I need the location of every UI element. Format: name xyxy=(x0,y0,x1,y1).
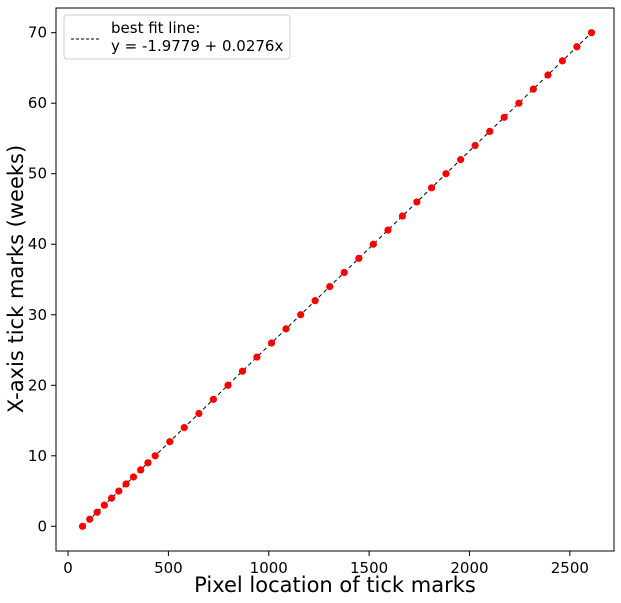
data-point xyxy=(267,339,276,347)
y-axis-ticks: 0 10 20 30 40 50 60 70 xyxy=(28,24,56,535)
x-tick-label: 2000 xyxy=(450,559,488,577)
y-tick-label: 10 xyxy=(28,447,47,465)
legend: best fit line: y = -1.9779 + 0.0276x xyxy=(63,14,291,60)
data-point xyxy=(544,71,552,79)
data-point xyxy=(297,311,305,319)
data-point xyxy=(398,212,407,220)
data-point xyxy=(471,141,479,150)
data-point xyxy=(107,494,116,502)
data-point xyxy=(457,156,465,164)
x-axis-label: Pixel location of tick marks xyxy=(194,573,476,597)
data-point xyxy=(573,43,581,51)
x-tick-label: 1000 xyxy=(250,559,288,577)
y-tick-label: 0 xyxy=(37,517,47,535)
data-point xyxy=(209,395,217,403)
data-point xyxy=(384,226,392,234)
data-point xyxy=(224,381,232,389)
x-tick-label: 500 xyxy=(154,559,183,577)
data-point xyxy=(282,325,290,333)
data-point xyxy=(166,438,174,446)
data-point xyxy=(144,459,152,467)
data-point xyxy=(195,409,203,418)
x-axis-ticks: 0 500 1000 1500 2000 2500 xyxy=(63,551,589,577)
data-point xyxy=(122,480,130,488)
data-point xyxy=(253,353,261,361)
data-point xyxy=(529,85,537,93)
data-point xyxy=(86,515,94,523)
data-point xyxy=(558,57,567,65)
data-point xyxy=(129,473,138,481)
y-tick-label: 30 xyxy=(28,306,47,324)
y-tick-label: 40 xyxy=(28,235,47,253)
y-tick-label: 50 xyxy=(28,165,47,183)
y-tick-label: 70 xyxy=(28,24,47,42)
data-points xyxy=(78,29,596,530)
x-tick-label: 0 xyxy=(63,559,73,577)
data-point xyxy=(427,184,436,192)
data-point xyxy=(587,29,596,37)
x-tick-label: 1500 xyxy=(350,559,388,577)
data-point xyxy=(369,240,377,248)
data-point xyxy=(515,99,523,107)
data-point xyxy=(311,297,319,305)
data-point xyxy=(137,466,145,474)
data-point xyxy=(486,127,494,136)
data-point xyxy=(180,423,188,432)
data-point xyxy=(115,487,123,495)
data-point xyxy=(93,508,101,516)
y-tick-label: 20 xyxy=(28,376,47,394)
data-point xyxy=(78,522,87,530)
legend-box xyxy=(63,14,291,60)
data-point xyxy=(100,501,108,509)
data-point xyxy=(442,170,450,178)
legend-label-line2: y = -1.9779 + 0.0276x xyxy=(111,37,283,55)
data-point xyxy=(238,367,247,375)
legend-label-line1: best fit line: xyxy=(111,19,200,37)
data-point xyxy=(355,254,363,262)
data-point xyxy=(413,198,421,206)
data-point xyxy=(500,113,508,121)
y-tick-label: 60 xyxy=(28,94,47,112)
y-axis-label: X-axis tick marks (weeks) xyxy=(4,145,28,413)
x-tick-label: 2500 xyxy=(551,559,589,577)
data-point xyxy=(326,282,334,291)
data-point xyxy=(151,452,159,460)
data-point xyxy=(340,268,348,277)
